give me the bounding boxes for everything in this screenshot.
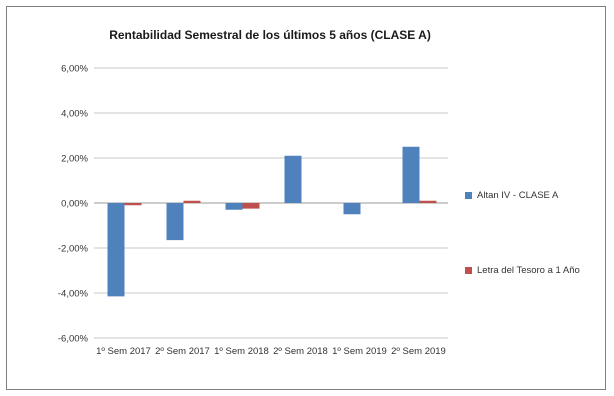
bar-series-2-2 (242, 203, 260, 209)
legend-item-series-2: Letra del Tesoro a 1 Año (465, 265, 587, 277)
legend-swatch-series-2 (465, 267, 472, 274)
y-tick-label: 6,00% (61, 64, 88, 75)
x-tick-label: 2º Sem 2018 (273, 346, 328, 357)
x-tick-label: 2º Sem 2017 (155, 346, 210, 357)
y-tick-label: -2,00% (58, 244, 89, 255)
bar-series-1-0 (107, 203, 125, 297)
x-tick-label: 1º Sem 2018 (214, 346, 269, 357)
bar-series-1-4 (343, 203, 361, 215)
y-tick-label: 4,00% (61, 109, 88, 120)
chart-title: Rentabilidad Semestral de los últimos 5 … (109, 28, 431, 42)
y-tick-label: 0,00% (61, 199, 88, 210)
bar-series-1-5 (402, 146, 420, 203)
bar-series-2-1 (183, 200, 201, 203)
y-tick-label: -4,00% (58, 289, 89, 300)
chart-frame (6, 6, 606, 390)
bar-series-2-0 (124, 203, 142, 206)
bar-series-1-1 (166, 203, 184, 241)
x-tick-label: 2º Sem 2019 (391, 346, 446, 357)
y-tick-label: 2,00% (61, 154, 88, 165)
bar-series-1-2 (225, 203, 243, 210)
x-tick-label: 1º Sem 2017 (96, 346, 151, 357)
bar-series-2-5 (419, 200, 437, 203)
legend-label-series-2: Letra del Tesoro a 1 Año (477, 265, 580, 276)
bar-series-1-3 (284, 155, 302, 203)
y-tick-label: -6,00% (58, 334, 89, 345)
legend-swatch-series-1 (465, 192, 472, 199)
legend-label-series-1: Altan IV - CLASE A (477, 190, 559, 201)
x-tick-label: 1º Sem 2019 (332, 346, 387, 357)
legend-item-series-1: Altan IV - CLASE A (465, 190, 597, 202)
